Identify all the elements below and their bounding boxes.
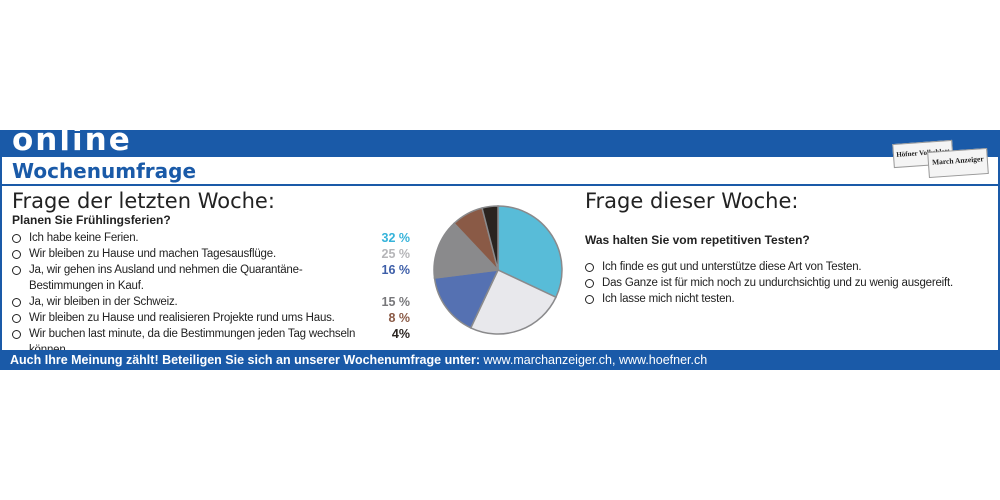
pie-slice	[433, 269, 500, 329]
footer-call: Auch Ihre Meinung zählt! Beteiligen Sie …	[10, 353, 480, 367]
footer: Auch Ihre Meinung zählt! Beteiligen Sie …	[0, 350, 1000, 370]
option-text: Das Ganze ist für mich noch zu undurchsi…	[602, 277, 953, 289]
option-row: Das Ganze ist für mich noch zu undurchsi…	[583, 275, 983, 291]
option-text: Ich lasse mich nicht testen.	[602, 293, 735, 305]
band-text: online	[12, 122, 132, 158]
current-options: Ich finde es gut und unterstütze diese A…	[583, 259, 983, 307]
option-bullet	[12, 265, 21, 275]
top-band	[0, 130, 1000, 157]
pie-chart	[433, 205, 563, 335]
option-text: Ja, wir bleiben in der Schweiz.	[29, 296, 178, 308]
title: Wochenumfrage	[12, 159, 197, 183]
option-text: Ich finde es gut und unterstütze diese A…	[602, 261, 862, 273]
option-text: Ich habe keine Ferien.	[29, 232, 139, 244]
pie-slice	[433, 222, 500, 279]
option-row: Wir bleiben zu Hause und realisieren Pro…	[10, 310, 410, 326]
logo: March Anzeiger	[927, 147, 989, 179]
option-row: Ich habe keine Ferien. 32 %	[10, 230, 410, 246]
option-bullet	[12, 249, 21, 259]
rule	[0, 184, 1000, 186]
value-label: 15 %	[381, 295, 411, 309]
option-text: Ja, wir gehen ins Ausland und nehmen die…	[29, 264, 303, 292]
frame	[0, 157, 1000, 350]
option-row: Ja, wir gehen ins Ausland und nehmen die…	[10, 262, 410, 294]
option-bullet	[12, 329, 21, 339]
footer-links: www.marchanzeiger.ch, www.hoefner.ch	[483, 353, 708, 367]
option-text: Wir bleiben zu Hause und realisieren Pro…	[29, 312, 335, 324]
option-bullet	[585, 262, 594, 272]
option-bullet	[12, 313, 21, 323]
pie-slice	[469, 269, 557, 335]
option-text: Wir bleiben zu Hause und machen Tagesaus…	[29, 248, 276, 260]
option-row: Ich lasse mich nicht testen.	[583, 291, 983, 307]
value-label: 25 %	[381, 247, 411, 261]
value-label: 16 %	[381, 263, 411, 277]
pie-slice	[497, 205, 563, 299]
option-bullet	[585, 278, 594, 288]
option-bullet	[12, 297, 21, 307]
chart-title: Frage der letzten Woche:	[12, 189, 275, 213]
value-label: 32 %	[381, 231, 411, 245]
current-question: Was halten Sie vom repetitiven Testen?	[585, 233, 810, 247]
chart-subtitle: Planen Sie Frühlingsferien?	[12, 213, 171, 227]
option-bullet	[585, 294, 594, 304]
option-row: Wir bleiben zu Hause und machen Tagesaus…	[10, 246, 410, 262]
option-row: Ich finde es gut und unterstütze diese A…	[583, 259, 983, 275]
value-label: 8 %	[388, 311, 410, 325]
option-list: Ich habe keine Ferien. 32 % Wir bleiben zu…	[10, 230, 410, 358]
option-row: Ja, wir bleiben in der Schweiz. 15 %	[10, 294, 410, 310]
value-label: 4%	[391, 327, 410, 341]
current-title: Frage dieser Woche:	[585, 189, 799, 213]
option-bullet	[12, 233, 21, 243]
pie-slice	[481, 205, 499, 271]
